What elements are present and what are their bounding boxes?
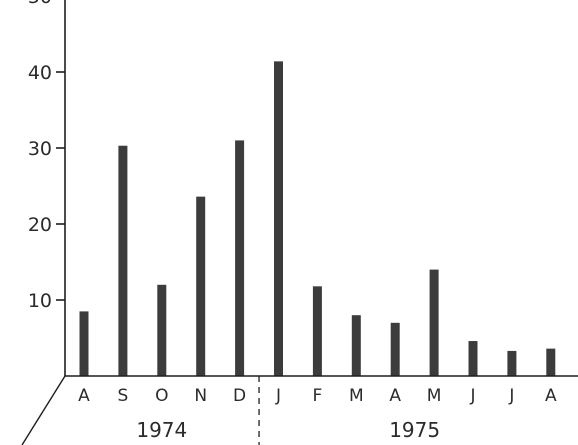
year-label: 1974 <box>136 418 187 442</box>
bar <box>312 286 322 376</box>
y-axis: 10 20 30 40 50 <box>28 0 66 376</box>
bar <box>79 311 89 376</box>
bar <box>468 341 478 376</box>
y-tick-label: 40 <box>28 62 52 84</box>
bar <box>118 145 128 376</box>
x-tick-label: J <box>508 386 514 406</box>
x-tick-label: A <box>389 386 401 406</box>
bar <box>429 269 439 376</box>
bars <box>79 61 556 377</box>
y-tick-label: 20 <box>28 214 52 236</box>
bar <box>157 284 167 376</box>
x-tick-label: S <box>118 386 129 406</box>
bar <box>351 315 361 376</box>
y-tick-label: 30 <box>28 138 52 160</box>
x-tick-label: J <box>275 386 281 406</box>
bar <box>235 140 245 376</box>
x-tick-label: A <box>78 386 90 406</box>
x-tick-label: F <box>313 386 323 406</box>
y-tick-label: 10 <box>28 290 52 312</box>
x-tick-label: J <box>469 386 475 406</box>
x-tick-label: M <box>349 386 364 406</box>
x-tick-label: D <box>233 386 246 406</box>
x-tick-label: O <box>155 386 168 406</box>
y-tick-label: 50 <box>28 0 52 8</box>
bar <box>274 61 283 377</box>
x-tick-label: M <box>427 386 442 406</box>
year-label: 1975 <box>389 418 440 442</box>
bar <box>390 322 400 376</box>
axis-depth-line <box>21 375 66 445</box>
x-tick-label: N <box>194 386 207 406</box>
x-axis: A S O N D J F M A M J J A 1974 1975 <box>21 375 578 445</box>
bar <box>546 348 556 376</box>
bar <box>196 196 206 376</box>
x-tick-label: A <box>545 386 557 406</box>
bar <box>507 350 517 376</box>
